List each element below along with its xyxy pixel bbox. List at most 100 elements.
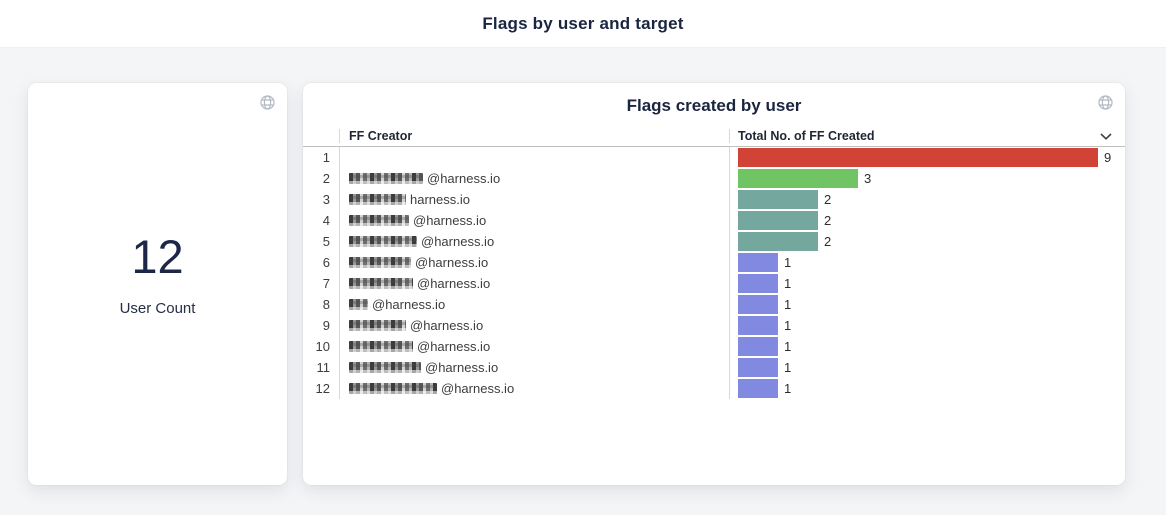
table-row[interactable]: 12 @harness.io 1 bbox=[303, 378, 1125, 399]
row-rank: 9 bbox=[322, 318, 330, 333]
bar-value-label: 3 bbox=[864, 171, 872, 186]
ff-count-bar[interactable] bbox=[738, 148, 1098, 167]
creator-cell: @harness.io bbox=[339, 378, 729, 399]
creator-cell: @harness.io bbox=[339, 210, 729, 231]
bar-cell: 1 bbox=[729, 357, 1125, 378]
redacted-creator-name bbox=[349, 236, 417, 247]
total-ff-created-column-header[interactable]: Total No. of FF Created bbox=[738, 129, 875, 143]
bar-value-label: 1 bbox=[784, 318, 792, 333]
row-rank: 12 bbox=[315, 381, 330, 396]
creator-domain-text: harness.io bbox=[410, 192, 470, 207]
bar-value-label: 2 bbox=[824, 234, 832, 249]
table-row[interactable]: 11 @harness.io 1 bbox=[303, 357, 1125, 378]
creator-domain-text: @harness.io bbox=[415, 255, 489, 270]
ff-count-bar[interactable] bbox=[738, 379, 778, 398]
table-header-row: FF Creator Total No. of FF Created bbox=[303, 126, 1125, 147]
creator-domain-text: @harness.io bbox=[425, 360, 499, 375]
bar-cell: 1 bbox=[729, 294, 1125, 315]
ff-count-bar[interactable] bbox=[738, 211, 818, 230]
creator-cell: @harness.io bbox=[339, 294, 729, 315]
bar-cell: 1 bbox=[729, 273, 1125, 294]
ff-count-bar[interactable] bbox=[738, 295, 778, 314]
redacted-creator-name bbox=[349, 215, 409, 226]
bar-cell: 1 bbox=[729, 252, 1125, 273]
ff-count-bar[interactable] bbox=[738, 169, 858, 188]
table-row[interactable]: 5 @harness.io 2 bbox=[303, 231, 1125, 252]
bar-value-label: 9 bbox=[1104, 150, 1112, 165]
row-rank: 10 bbox=[315, 339, 330, 354]
redacted-creator-name bbox=[349, 362, 421, 373]
bar-cell: 9 bbox=[729, 147, 1125, 168]
ff-count-bar[interactable] bbox=[738, 316, 778, 335]
creator-cell: @harness.io bbox=[339, 168, 729, 189]
table-row[interactable]: 8 @harness.io 1 bbox=[303, 294, 1125, 315]
flags-created-tile: Flags created by user FF Creator Total N… bbox=[303, 83, 1125, 485]
redacted-creator-name bbox=[349, 341, 413, 352]
creator-cell: @harness.io bbox=[339, 336, 729, 357]
creator-cell: @harness.io bbox=[339, 231, 729, 252]
dashboard-header: Flags by user and target bbox=[0, 0, 1166, 48]
table-row[interactable]: 4 @harness.io 2 bbox=[303, 210, 1125, 231]
bar-value-label: 1 bbox=[784, 276, 792, 291]
table-row[interactable]: 3 harness.io 2 bbox=[303, 189, 1125, 210]
bar-value-label: 1 bbox=[784, 339, 792, 354]
flags-table: FF Creator Total No. of FF Created 1 9 2 @h… bbox=[303, 126, 1125, 399]
table-row[interactable]: 2 @harness.io 3 bbox=[303, 168, 1125, 189]
row-rank: 7 bbox=[322, 276, 330, 291]
creator-domain-text: @harness.io bbox=[421, 234, 495, 249]
bar-cell: 2 bbox=[729, 189, 1125, 210]
ff-count-bar[interactable] bbox=[738, 190, 818, 209]
row-rank: 8 bbox=[322, 297, 330, 312]
creator-domain-text: @harness.io bbox=[427, 171, 501, 186]
row-rank: 6 bbox=[322, 255, 330, 270]
creator-cell bbox=[339, 147, 729, 168]
redacted-creator-name bbox=[349, 173, 423, 184]
table-row[interactable]: 6 @harness.io 1 bbox=[303, 252, 1125, 273]
bar-value-label: 1 bbox=[784, 255, 792, 270]
row-rank: 11 bbox=[316, 360, 331, 375]
bar-cell: 1 bbox=[729, 336, 1125, 357]
row-rank: 5 bbox=[322, 234, 330, 249]
redacted-creator-name bbox=[349, 383, 437, 394]
table-row[interactable]: 7 @harness.io 1 bbox=[303, 273, 1125, 294]
chevron-down-icon[interactable] bbox=[1100, 132, 1112, 140]
ff-count-bar[interactable] bbox=[738, 253, 778, 272]
bar-cell: 2 bbox=[729, 210, 1125, 231]
table-body: 1 9 2 @harness.io 3 3 harness.io 2 4 @harness.io 2… bbox=[303, 147, 1125, 399]
redacted-creator-name bbox=[349, 257, 411, 268]
creator-domain-text: @harness.io bbox=[441, 381, 515, 396]
bar-value-label: 1 bbox=[784, 297, 792, 312]
bar-cell: 3 bbox=[729, 168, 1125, 189]
row-rank: 3 bbox=[322, 192, 330, 207]
ff-creator-column-header[interactable]: FF Creator bbox=[339, 129, 729, 143]
redacted-creator-name bbox=[349, 320, 406, 331]
creator-cell: @harness.io bbox=[339, 315, 729, 336]
page-title: Flags by user and target bbox=[482, 13, 684, 33]
bar-cell: 2 bbox=[729, 231, 1125, 252]
creator-domain-text: @harness.io bbox=[417, 339, 491, 354]
globe-icon[interactable] bbox=[1096, 93, 1114, 111]
bar-value-label: 1 bbox=[784, 381, 792, 396]
ff-count-bar[interactable] bbox=[738, 337, 778, 356]
metric-body: 12 User Count bbox=[28, 231, 287, 317]
redacted-creator-name bbox=[349, 194, 406, 205]
ff-count-bar[interactable] bbox=[738, 274, 778, 293]
creator-cell: harness.io bbox=[339, 189, 729, 210]
row-rank: 4 bbox=[322, 213, 330, 228]
ff-count-bar[interactable] bbox=[738, 232, 818, 251]
creator-cell: @harness.io bbox=[339, 273, 729, 294]
row-rank: 2 bbox=[322, 171, 330, 186]
bar-value-label: 1 bbox=[784, 360, 792, 375]
creator-domain-text: @harness.io bbox=[417, 276, 491, 291]
table-row[interactable]: 10 @harness.io 1 bbox=[303, 336, 1125, 357]
bar-value-label: 2 bbox=[824, 192, 832, 207]
bar-cell: 1 bbox=[729, 378, 1125, 399]
bar-value-label: 2 bbox=[824, 213, 832, 228]
table-row[interactable]: 9 @harness.io 1 bbox=[303, 315, 1125, 336]
creator-domain-text: @harness.io bbox=[372, 297, 446, 312]
redacted-creator-name bbox=[349, 278, 413, 289]
globe-icon[interactable] bbox=[258, 93, 276, 111]
ff-count-bar[interactable] bbox=[738, 358, 778, 377]
